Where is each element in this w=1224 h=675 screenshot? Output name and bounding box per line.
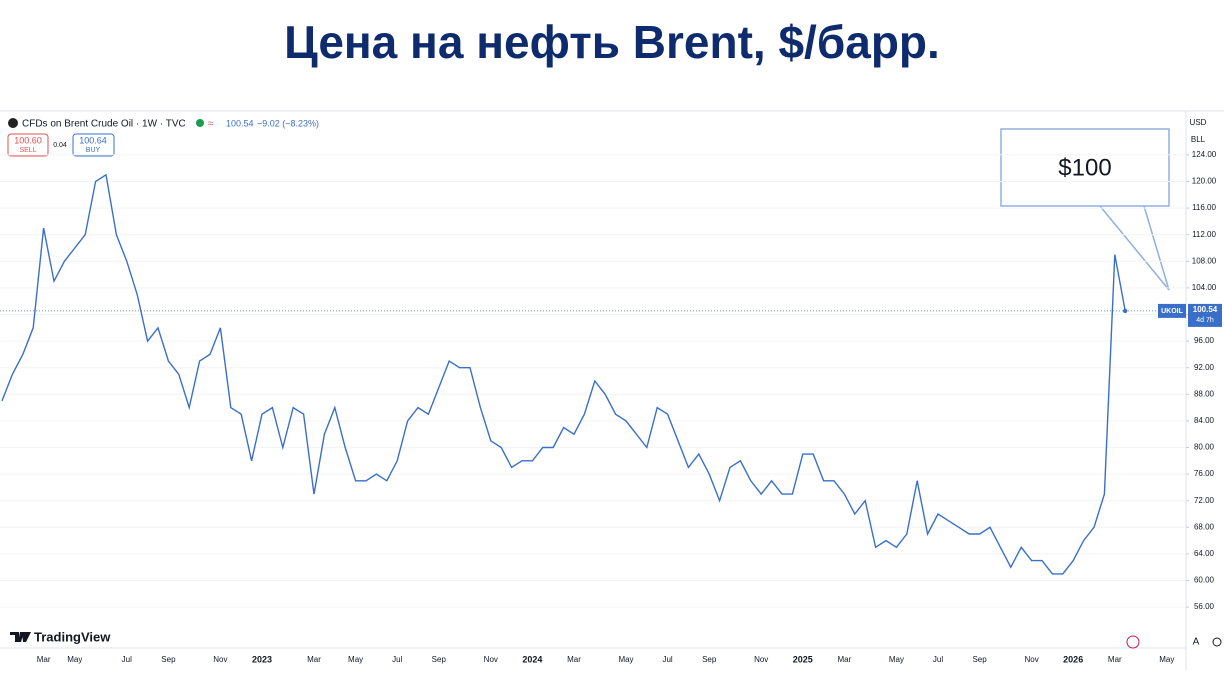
y-tick-label: 92.00	[1194, 363, 1215, 372]
x-tick-label: Nov	[213, 655, 227, 664]
y-tick-label: 72.00	[1194, 496, 1215, 505]
y-tick-label: 124.00	[1192, 150, 1217, 159]
sell-label: SELL	[19, 147, 36, 154]
x-tick-label: Mar	[307, 655, 321, 664]
y-tick-label: 108.00	[1192, 256, 1217, 265]
y-tick-label: 80.00	[1194, 443, 1215, 452]
annotation: $100	[1058, 154, 1111, 181]
x-tick-label: Nov	[1024, 655, 1038, 664]
price-change: −9.02 (−8.23%)	[257, 118, 319, 128]
x-tick-label: May	[348, 655, 363, 664]
unit[interactable]: BLL	[1191, 135, 1206, 144]
y-tick-label: 120.00	[1192, 177, 1217, 186]
x-tick-label: Mar	[567, 655, 581, 664]
x-tick-label: May	[67, 655, 82, 664]
currency[interactable]: USD	[1190, 118, 1207, 127]
sell-price: 100.60	[14, 135, 42, 145]
last-point	[1123, 308, 1128, 314]
x-tick-label: Jul	[122, 655, 132, 664]
x-tick-label: May	[1159, 655, 1174, 664]
auto-scale[interactable]: A	[1193, 637, 1200, 648]
y-tick-label: 116.00	[1192, 203, 1216, 212]
x-tick-label: 2024	[522, 654, 542, 664]
annotation-box	[1000, 128, 1170, 207]
spread: 0.04	[53, 142, 67, 149]
page-title: Цена на нефть Brent, $/барр.	[284, 16, 940, 68]
y-tick-label: 88.00	[1194, 389, 1215, 398]
y-tick-label: 76.00	[1194, 469, 1215, 478]
countdown: 4d 7h	[1196, 317, 1214, 324]
y-tick-label: 112.00	[1192, 230, 1216, 239]
alert-icon[interactable]	[1126, 635, 1140, 649]
status-icon	[196, 119, 204, 127]
status-icon: ≈	[208, 119, 214, 130]
symbol: CFDs on Brent Crude Oil · 1W · TVC	[22, 119, 186, 130]
buy-button[interactable]	[72, 133, 115, 157]
x-tick-label: Mar	[838, 655, 852, 664]
sell-button[interactable]	[7, 133, 49, 157]
y-tick-label: 56.00	[1194, 602, 1215, 611]
y-tick-label: 60.00	[1194, 576, 1215, 585]
x-tick-label: May	[618, 655, 633, 664]
symbol-tag-label: UKOIL	[1161, 308, 1184, 315]
x-tick-label: 2025	[793, 654, 813, 664]
price-tag	[1188, 303, 1222, 327]
x-tick-label: 2026	[1063, 654, 1083, 664]
y-tick-label: 96.00	[1194, 336, 1215, 345]
buy-label: BUY	[86, 147, 101, 154]
x-tick-label: Jul	[392, 655, 402, 664]
annotation-pointer	[1099, 205, 1170, 291]
x-tick-label: Nov	[754, 655, 768, 664]
x-tick-label: May	[889, 655, 904, 664]
x-tick-label: Mar	[37, 655, 51, 664]
x-tick-label: Sep	[161, 655, 176, 664]
x-tick-label: Nov	[484, 655, 498, 664]
settings-icon[interactable]	[1212, 637, 1222, 647]
brand: TradingView	[34, 629, 111, 644]
x-tick-label: Jul	[933, 655, 943, 664]
price-line	[1, 173, 1126, 575]
x-tick-label: Sep	[432, 655, 447, 664]
brand-logo	[10, 632, 31, 642]
x-tick-label: Jul	[662, 655, 672, 664]
x-tick-label: Mar	[1108, 655, 1122, 664]
buy-price: 100.64	[79, 135, 107, 145]
y-tick-label: 104.00	[1192, 283, 1217, 292]
x-tick-label: 2023	[252, 654, 272, 664]
price-tag-label: 100.54	[1193, 305, 1218, 314]
last-price: 100.54	[226, 118, 254, 128]
y-tick-label: 84.00	[1194, 416, 1215, 425]
symbol-icon	[8, 118, 18, 128]
x-tick-label: Sep	[972, 655, 987, 664]
y-tick-label: 64.00	[1194, 549, 1215, 558]
x-tick-label: Sep	[702, 655, 717, 664]
symbol-tag	[1158, 303, 1186, 318]
y-tick-label: 68.00	[1194, 522, 1215, 531]
